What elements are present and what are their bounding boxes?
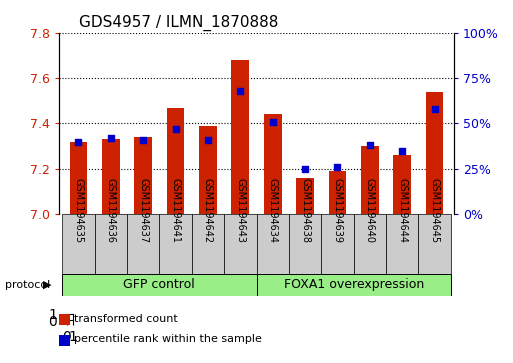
Bar (289, 214, 321, 274)
Bar (361, 146, 379, 214)
Text: ▶: ▶ (43, 280, 51, 290)
Bar (264, 114, 282, 214)
Point (366, 142, 374, 148)
Bar (192, 214, 224, 274)
Point (333, 164, 342, 170)
Text: GSM1194636: GSM1194636 (106, 178, 116, 243)
Bar (256, 274, 451, 296)
Text: GSM1194643: GSM1194643 (235, 178, 245, 243)
Bar (296, 178, 314, 214)
Point (171, 126, 180, 132)
Bar (70, 142, 87, 214)
Text: GSM1194635: GSM1194635 (73, 178, 84, 243)
Bar (393, 155, 411, 214)
Bar (59, 335, 70, 346)
Text: GSM1194640: GSM1194640 (365, 178, 375, 243)
Text: GSM1194634: GSM1194634 (268, 178, 278, 243)
Text: GSM1194644: GSM1194644 (397, 178, 407, 243)
Bar (62, 274, 256, 296)
Bar (426, 92, 443, 214)
Bar (256, 214, 289, 274)
Bar (94, 214, 127, 274)
Text: GSM1194642: GSM1194642 (203, 178, 213, 243)
Bar (199, 126, 217, 214)
Text: GSM1194638: GSM1194638 (300, 178, 310, 243)
Bar (127, 214, 160, 274)
Point (139, 137, 147, 143)
Text: transformed count: transformed count (74, 314, 178, 324)
Text: FOXA1 overexpression: FOXA1 overexpression (284, 278, 424, 291)
Bar (231, 60, 249, 214)
Bar (328, 171, 346, 214)
Bar (167, 107, 185, 214)
Text: GDS4957 / ILMN_1870888: GDS4957 / ILMN_1870888 (79, 15, 278, 31)
Point (301, 166, 309, 172)
Text: GSM1194645: GSM1194645 (429, 178, 440, 243)
Point (74, 139, 83, 144)
Point (107, 135, 115, 141)
Bar (353, 214, 386, 274)
Bar (160, 214, 192, 274)
Bar (386, 214, 419, 274)
Point (269, 119, 277, 125)
Point (236, 88, 244, 94)
Text: GSM1194637: GSM1194637 (138, 178, 148, 243)
Point (398, 148, 406, 154)
Text: protocol: protocol (5, 280, 54, 290)
Text: GSM1194639: GSM1194639 (332, 178, 343, 243)
Text: GFP control: GFP control (124, 278, 195, 291)
Bar (224, 214, 256, 274)
Bar (62, 214, 94, 274)
Bar (419, 214, 451, 274)
Bar (321, 214, 353, 274)
Text: GSM1194641: GSM1194641 (170, 178, 181, 243)
Bar (134, 137, 152, 214)
Text: percentile rank within the sample: percentile rank within the sample (74, 334, 262, 344)
Bar (102, 139, 120, 214)
Point (204, 137, 212, 143)
Bar (59, 314, 70, 325)
Point (430, 106, 439, 112)
